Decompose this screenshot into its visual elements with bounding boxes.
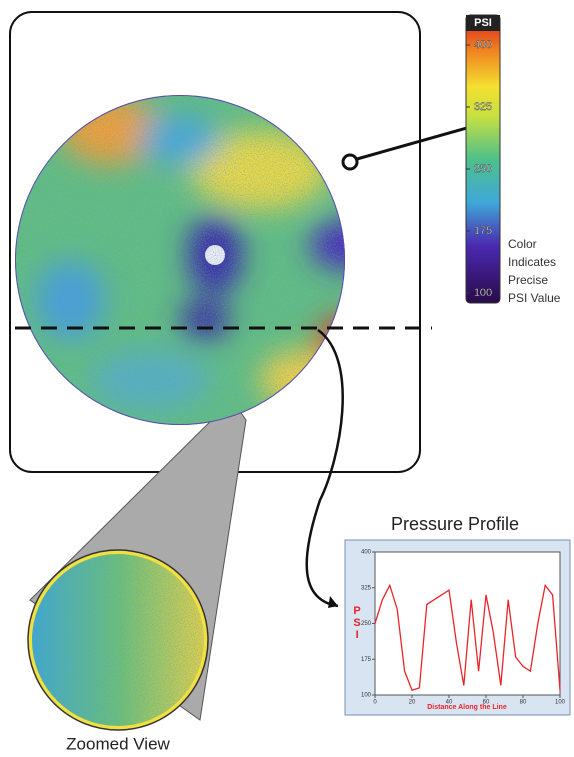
zoomed-view xyxy=(28,550,210,730)
page: Zoomed View PSI Color Indicates Precise PSI… xyxy=(0,0,574,757)
profile-plot xyxy=(375,552,560,695)
zoom-label: Zoomed View xyxy=(66,734,170,753)
x-tick-label: 60 xyxy=(483,700,490,706)
y-tick-label: 400 xyxy=(361,550,372,556)
colorbar-tick-label: 400 xyxy=(474,39,492,51)
colorbar-caption: Color Indicates Precise PSI Value xyxy=(508,237,561,305)
caption-line: Color xyxy=(508,237,537,251)
caption-line: Indicates xyxy=(508,255,556,269)
y-tick-label: 175 xyxy=(361,657,372,663)
x-tick-label: 100 xyxy=(555,700,566,706)
caption-line: Precise xyxy=(508,273,548,287)
y-tick-label: 325 xyxy=(361,585,372,591)
x-tick-label: 40 xyxy=(446,700,453,706)
colorbar-title: PSI xyxy=(474,17,492,29)
profile-title: Pressure Profile xyxy=(391,514,519,534)
x-tick-label: 20 xyxy=(409,700,416,706)
colorbar-tick-label: 250 xyxy=(474,163,492,175)
y-tick-label: 100 xyxy=(361,693,372,699)
caption-line: PSI Value xyxy=(508,291,561,305)
colorbar xyxy=(466,15,500,303)
profile-x-label: Distance Along the Line xyxy=(427,704,507,711)
x-tick-label: 80 xyxy=(520,700,527,706)
y-tick-label: 250 xyxy=(361,621,372,627)
colorbar-tick-label: 325 xyxy=(474,101,492,113)
colorbar-tick-label: 100 xyxy=(474,287,492,299)
colorbar-tick-label: 175 xyxy=(474,225,492,237)
